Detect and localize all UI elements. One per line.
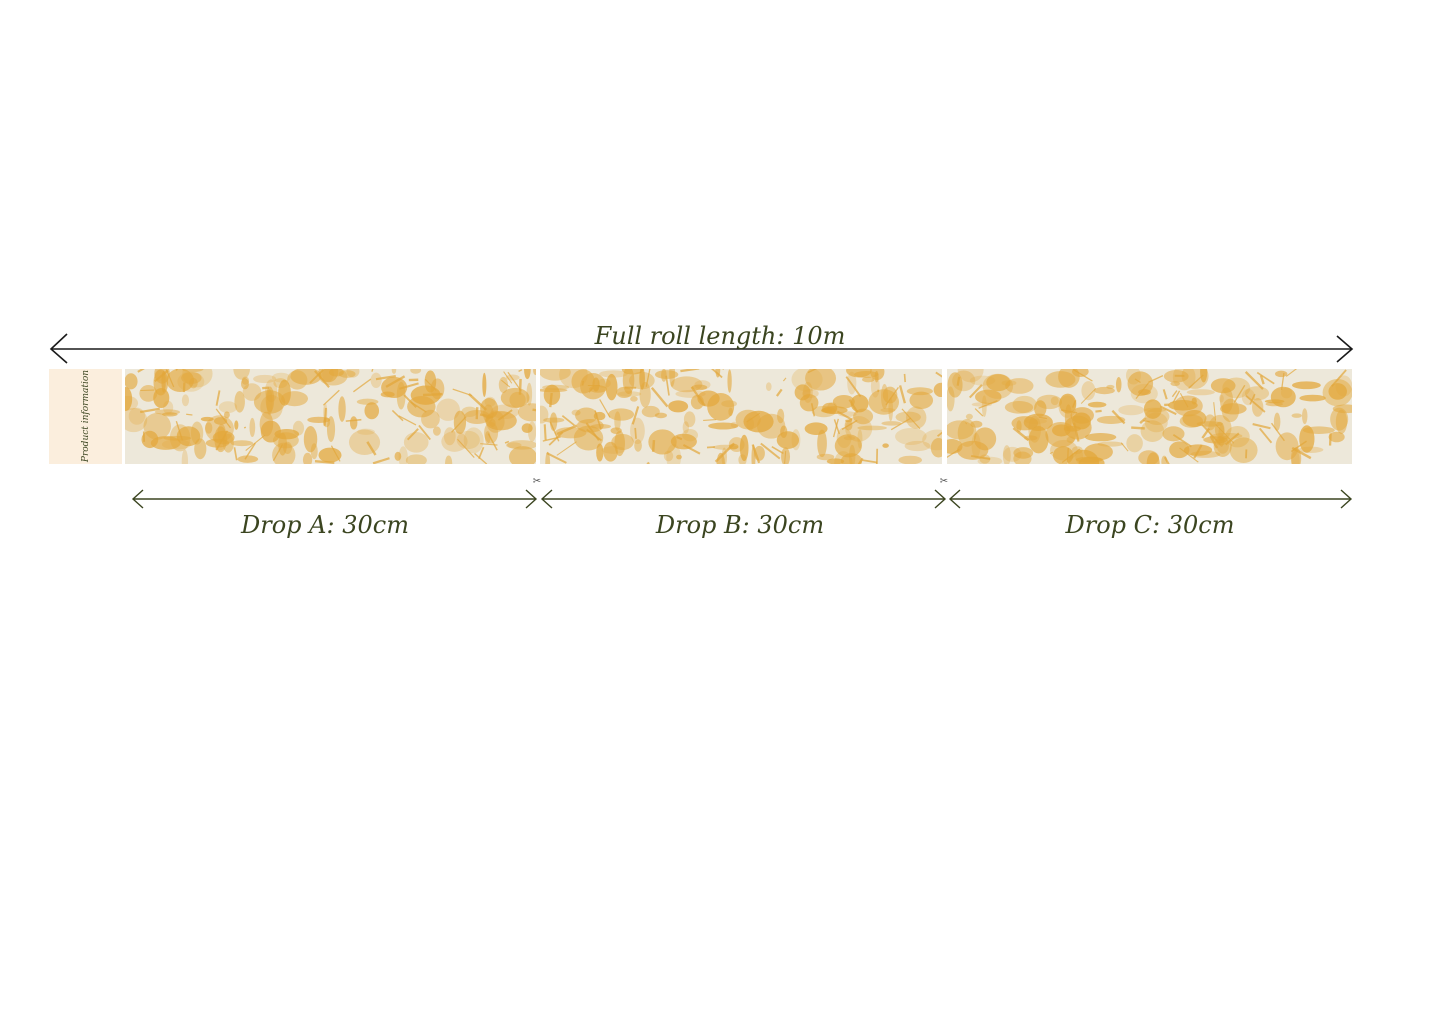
drop-a-panel <box>125 369 536 464</box>
wallpaper-pattern <box>125 369 536 464</box>
drop-a-arrow <box>131 489 538 509</box>
drop-b-panel <box>540 369 942 464</box>
drop-a-label: Drop A: 30cm <box>240 511 409 539</box>
drop-b-label: Drop B: 30cm <box>655 511 824 539</box>
scissors-icon: ✂ <box>533 476 541 487</box>
drop-c-panel <box>947 369 1352 464</box>
drop-c-arrow <box>948 489 1353 509</box>
full-roll-arrow <box>49 333 1354 364</box>
wallpaper-pattern <box>540 369 942 464</box>
product-information-panel <box>49 369 122 464</box>
drop-c-label: Drop C: 30cm <box>1065 511 1235 539</box>
wallpaper-pattern <box>947 369 1352 464</box>
full-roll-label: Full roll length: 10m <box>594 322 846 350</box>
scissors-icon: ✂ <box>940 476 948 487</box>
drop-b-arrow <box>540 489 947 509</box>
product-information-label: Product information <box>81 370 91 463</box>
